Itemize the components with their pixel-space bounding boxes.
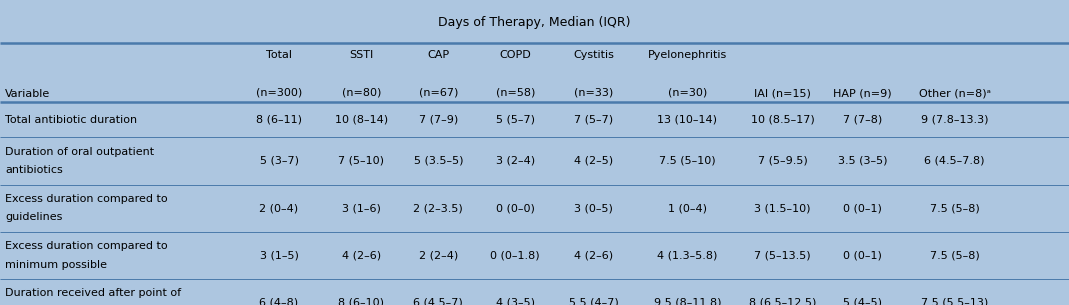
- Text: 3 (1–6): 3 (1–6): [342, 203, 381, 213]
- Text: minimum possible: minimum possible: [5, 260, 107, 270]
- Text: 6 (4.5–7.8): 6 (4.5–7.8): [925, 156, 985, 166]
- Text: SSTI: SSTI: [350, 50, 373, 60]
- Text: Total: Total: [266, 50, 292, 60]
- Text: (n=58): (n=58): [496, 88, 534, 98]
- Text: Duration received after point of: Duration received after point of: [5, 289, 182, 299]
- Text: 3 (1–5): 3 (1–5): [260, 250, 298, 260]
- Text: 0 (0–0): 0 (0–0): [496, 203, 534, 213]
- Text: 4 (2–6): 4 (2–6): [574, 250, 614, 260]
- Text: Excess duration compared to: Excess duration compared to: [5, 194, 168, 204]
- Text: 7 (7–8): 7 (7–8): [843, 115, 882, 125]
- Text: Other (n=8)ᵃ: Other (n=8)ᵃ: [918, 88, 991, 99]
- Text: IAI (n=15): IAI (n=15): [754, 88, 811, 99]
- Text: 8 (6.5–12.5): 8 (6.5–12.5): [748, 298, 817, 305]
- Text: Excess duration compared to: Excess duration compared to: [5, 241, 168, 251]
- Text: 7.5 (5–10): 7.5 (5–10): [660, 156, 715, 166]
- Text: HAP (n=9): HAP (n=9): [834, 88, 892, 99]
- Text: (n=80): (n=80): [342, 88, 381, 98]
- Text: 3 (0–5): 3 (0–5): [574, 203, 614, 213]
- Text: guidelines: guidelines: [5, 212, 63, 222]
- Text: (n=300): (n=300): [255, 88, 303, 98]
- Text: 0 (0–1): 0 (0–1): [843, 203, 882, 213]
- Text: 7 (5–13.5): 7 (5–13.5): [755, 250, 810, 260]
- Text: 7 (7–9): 7 (7–9): [419, 115, 458, 125]
- Text: 13 (10–14): 13 (10–14): [657, 115, 717, 125]
- Text: 0 (0–1): 0 (0–1): [843, 250, 882, 260]
- Text: 5 (3.5–5): 5 (3.5–5): [414, 156, 463, 166]
- Text: Variable: Variable: [5, 88, 50, 99]
- Text: 5 (3–7): 5 (3–7): [260, 156, 298, 166]
- Text: 10 (8.5–17): 10 (8.5–17): [750, 115, 815, 125]
- Text: 10 (8–14): 10 (8–14): [335, 115, 388, 125]
- Text: 1 (0–4): 1 (0–4): [668, 203, 707, 213]
- Text: 2 (2–3.5): 2 (2–3.5): [414, 203, 463, 213]
- Text: 0 (0–1.8): 0 (0–1.8): [491, 250, 540, 260]
- Text: 4 (2–6): 4 (2–6): [342, 250, 381, 260]
- Text: Days of Therapy, Median (IQR): Days of Therapy, Median (IQR): [438, 16, 631, 29]
- Text: 7.5 (5.5–13): 7.5 (5.5–13): [921, 298, 988, 305]
- Text: 7.5 (5–8): 7.5 (5–8): [930, 250, 979, 260]
- Text: (n=67): (n=67): [419, 88, 458, 98]
- Text: (n=30): (n=30): [668, 88, 707, 98]
- Text: 9.5 (8–11.8): 9.5 (8–11.8): [653, 298, 722, 305]
- Text: 6 (4–8): 6 (4–8): [260, 298, 298, 305]
- Text: 3.5 (3–5): 3.5 (3–5): [838, 156, 887, 166]
- Text: 6 (4.5–7): 6 (4.5–7): [414, 298, 463, 305]
- Text: Pyelonephritis: Pyelonephritis: [648, 50, 727, 60]
- Text: Cystitis: Cystitis: [573, 50, 615, 60]
- Text: 5.5 (4–7): 5.5 (4–7): [569, 298, 619, 305]
- Text: 4 (2–5): 4 (2–5): [574, 156, 614, 166]
- Text: 7.5 (5–8): 7.5 (5–8): [930, 203, 979, 213]
- Text: 8 (6–10): 8 (6–10): [338, 298, 385, 305]
- Text: 4 (1.3–5.8): 4 (1.3–5.8): [657, 250, 717, 260]
- Text: antibiotics: antibiotics: [5, 165, 63, 175]
- Text: COPD: COPD: [499, 50, 531, 60]
- Text: CAP: CAP: [428, 50, 449, 60]
- Text: 7 (5–7): 7 (5–7): [574, 115, 614, 125]
- Text: 7 (5–9.5): 7 (5–9.5): [758, 156, 807, 166]
- Text: 9 (7.8–13.3): 9 (7.8–13.3): [920, 115, 989, 125]
- Text: Total antibiotic duration: Total antibiotic duration: [5, 115, 138, 125]
- Text: 4 (3–5): 4 (3–5): [496, 298, 534, 305]
- Text: 3 (2–4): 3 (2–4): [496, 156, 534, 166]
- Text: 5 (5–7): 5 (5–7): [496, 115, 534, 125]
- Text: 2 (0–4): 2 (0–4): [260, 203, 298, 213]
- Text: 5 (4–5): 5 (4–5): [843, 298, 882, 305]
- Text: 3 (1.5–10): 3 (1.5–10): [755, 203, 810, 213]
- Text: (n=33): (n=33): [574, 88, 614, 98]
- Text: 7 (5–10): 7 (5–10): [338, 156, 385, 166]
- Text: 8 (6–11): 8 (6–11): [255, 115, 303, 125]
- Text: Duration of oral outpatient: Duration of oral outpatient: [5, 147, 154, 157]
- Text: 2 (2–4): 2 (2–4): [419, 250, 458, 260]
